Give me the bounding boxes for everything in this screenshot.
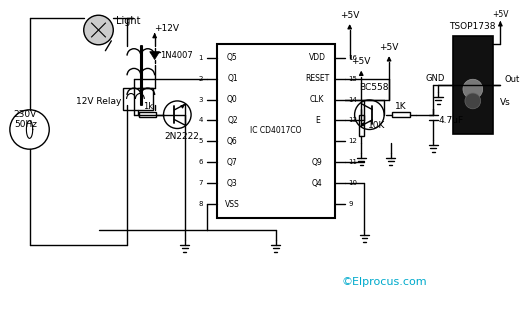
Text: 6: 6 bbox=[199, 159, 203, 166]
Text: 15: 15 bbox=[349, 75, 358, 82]
Text: Q3: Q3 bbox=[227, 179, 238, 188]
Text: 10: 10 bbox=[349, 180, 358, 186]
Text: 16: 16 bbox=[349, 54, 358, 61]
Text: 230V: 230V bbox=[14, 110, 37, 119]
Text: 9: 9 bbox=[349, 201, 353, 207]
Text: +5V: +5V bbox=[380, 43, 399, 52]
Text: RESET: RESET bbox=[305, 74, 329, 83]
Text: BC558: BC558 bbox=[359, 83, 389, 92]
Bar bbox=[453, 36, 492, 134]
Text: VSS: VSS bbox=[225, 200, 240, 209]
Text: 10K: 10K bbox=[368, 121, 386, 130]
Bar bbox=[139, 112, 156, 117]
Text: ©Elprocus.com: ©Elprocus.com bbox=[341, 277, 427, 287]
Text: 7: 7 bbox=[199, 180, 203, 186]
Bar bbox=[217, 44, 335, 218]
Text: +5V: +5V bbox=[340, 11, 359, 20]
Text: IC CD4017CO: IC CD4017CO bbox=[250, 126, 302, 135]
Text: VDD: VDD bbox=[309, 53, 326, 62]
Text: Q5: Q5 bbox=[227, 53, 238, 62]
Bar bbox=[359, 115, 363, 136]
Text: 1N4007: 1N4007 bbox=[160, 51, 193, 60]
Text: 3: 3 bbox=[199, 97, 203, 102]
Text: Out: Out bbox=[504, 75, 519, 84]
Text: 2: 2 bbox=[199, 75, 203, 82]
Text: +5V: +5V bbox=[492, 10, 509, 19]
Circle shape bbox=[465, 93, 480, 109]
Text: Q4: Q4 bbox=[312, 179, 322, 188]
Circle shape bbox=[463, 79, 483, 99]
Text: Light: Light bbox=[116, 16, 141, 26]
Text: 11: 11 bbox=[349, 159, 358, 166]
Text: CLK: CLK bbox=[310, 95, 324, 104]
Text: Q7: Q7 bbox=[227, 158, 238, 167]
Text: 4: 4 bbox=[199, 118, 203, 123]
Text: 12V Relay: 12V Relay bbox=[76, 98, 121, 106]
Text: 5: 5 bbox=[199, 138, 203, 145]
Circle shape bbox=[84, 15, 113, 45]
Text: 8: 8 bbox=[199, 201, 203, 207]
Bar bbox=[123, 88, 153, 110]
Text: 1k: 1k bbox=[142, 102, 153, 111]
Text: Q2: Q2 bbox=[227, 116, 238, 125]
Text: Q6: Q6 bbox=[227, 137, 238, 146]
Text: GND: GND bbox=[426, 74, 445, 83]
Text: 2N2222: 2N2222 bbox=[165, 132, 200, 141]
Text: 14: 14 bbox=[349, 97, 358, 102]
Text: Q9: Q9 bbox=[312, 158, 322, 167]
Text: E: E bbox=[315, 116, 320, 125]
Text: +5V: +5V bbox=[352, 57, 371, 66]
Text: 50Hz: 50Hz bbox=[14, 120, 37, 129]
Text: 4.7uF: 4.7uF bbox=[438, 116, 464, 125]
Text: 1: 1 bbox=[199, 54, 203, 61]
Text: 13: 13 bbox=[349, 118, 358, 123]
Text: Vs: Vs bbox=[500, 98, 511, 107]
Polygon shape bbox=[150, 52, 160, 60]
Text: 12: 12 bbox=[349, 138, 358, 145]
Bar bbox=[392, 112, 410, 117]
Text: +12V: +12V bbox=[154, 24, 179, 32]
Text: 1K: 1K bbox=[395, 102, 407, 111]
Text: TSOP1738: TSOP1738 bbox=[450, 22, 496, 30]
Text: Q1: Q1 bbox=[227, 74, 238, 83]
Text: Q0: Q0 bbox=[227, 95, 238, 104]
